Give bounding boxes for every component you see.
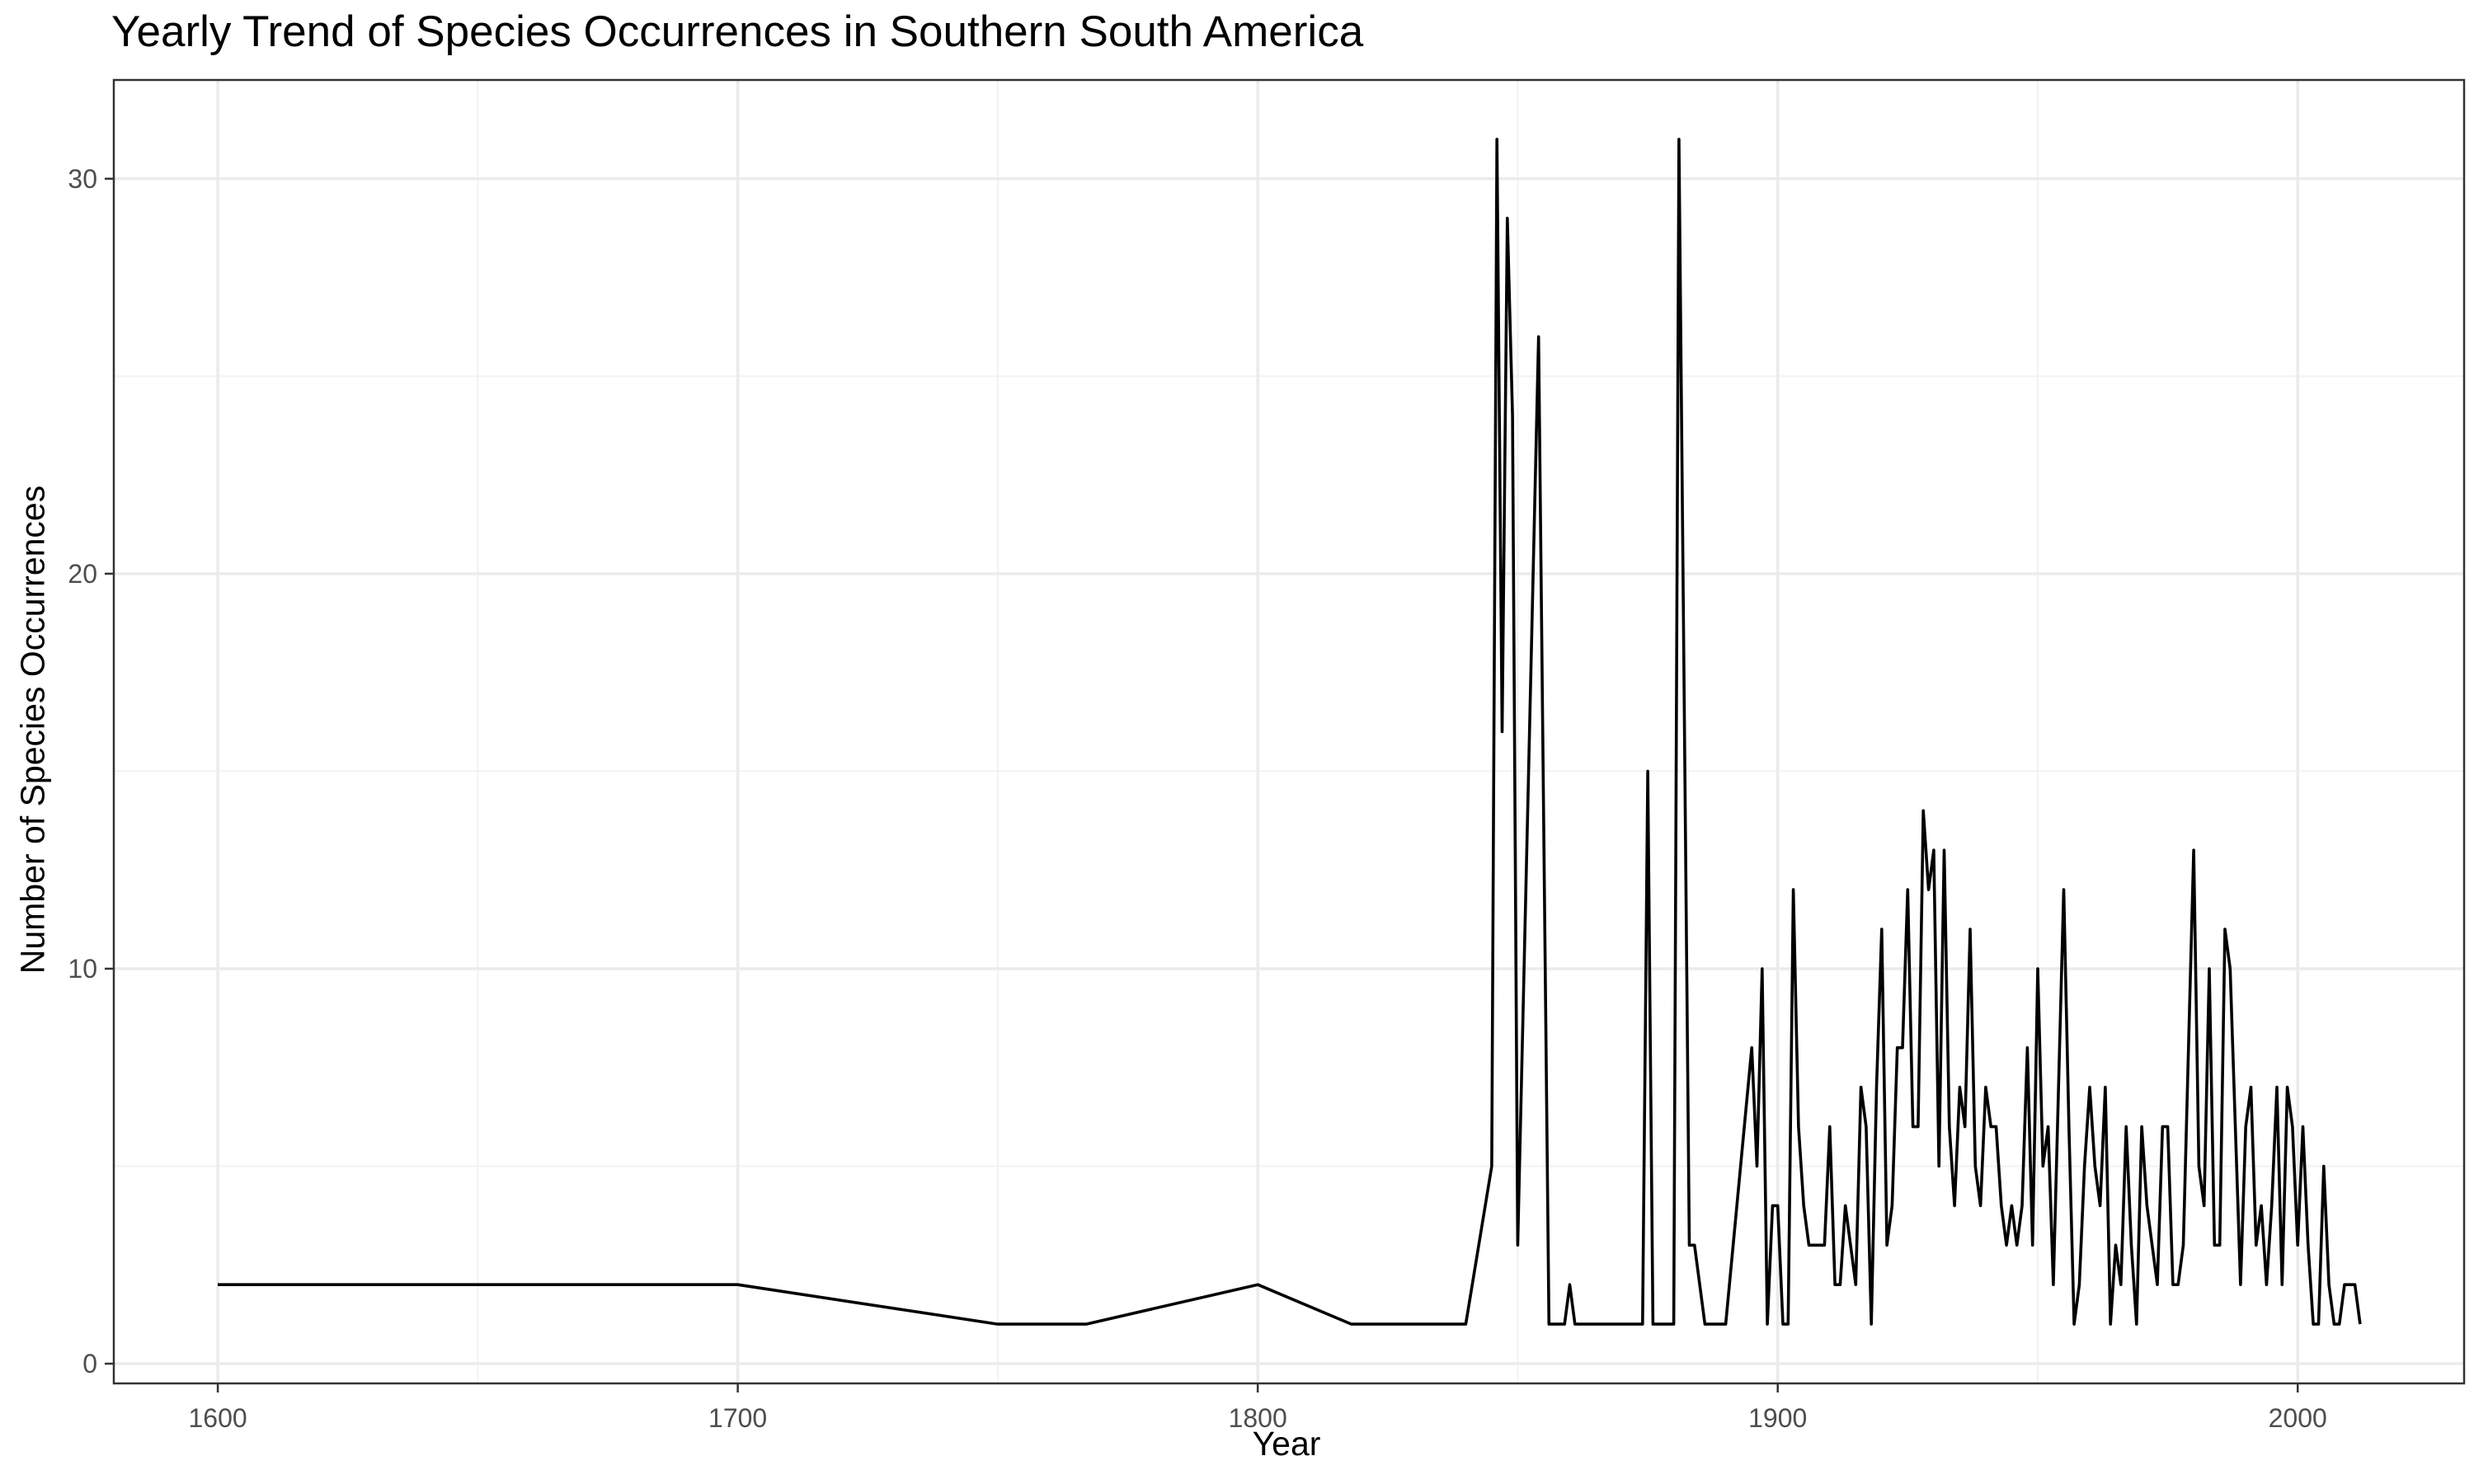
x-tick-label: 1900 bbox=[1748, 1403, 1807, 1433]
panel-border bbox=[112, 78, 2466, 1385]
y-tick-label: 20 bbox=[68, 559, 97, 589]
chart-title: Yearly Trend of Species Occurrences in S… bbox=[111, 7, 1364, 56]
x-tick-label: 1600 bbox=[189, 1403, 247, 1433]
y-tick-label: 30 bbox=[68, 164, 97, 194]
y-axis-label: Number of Species Occurrences bbox=[13, 485, 52, 974]
x-tick-label: 1700 bbox=[708, 1403, 767, 1433]
y-tick-label: 10 bbox=[68, 954, 97, 984]
x-tick-label: 1800 bbox=[1229, 1403, 1287, 1433]
series-line-0 bbox=[218, 138, 2362, 1326]
y-tick-label: 0 bbox=[82, 1349, 97, 1378]
x-tick-label: 2000 bbox=[2269, 1403, 2327, 1433]
x-axis-label: Year bbox=[1252, 1425, 1321, 1463]
